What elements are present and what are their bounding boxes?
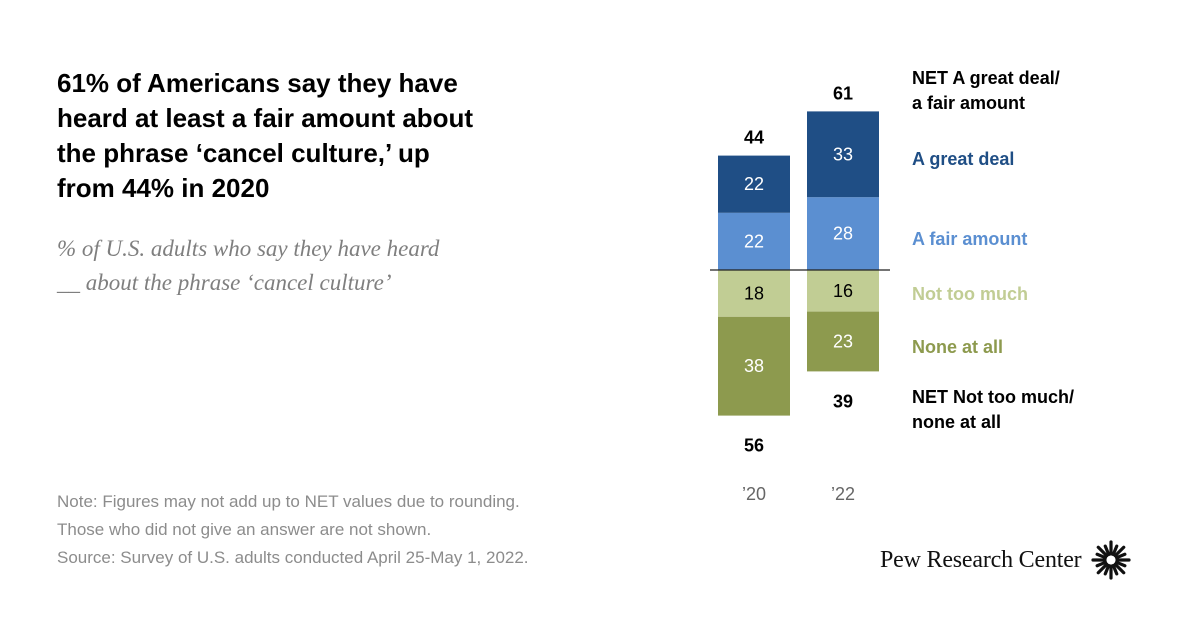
logo-ray — [1097, 562, 1109, 575]
legend-net-below: NET Not too much/none at all — [912, 387, 1074, 432]
bar-none-at-all — [718, 316, 790, 416]
pew-logo-icon — [1091, 540, 1132, 580]
logo-ray — [1096, 560, 1108, 568]
logo-ray — [1104, 563, 1111, 576]
data-label: 22 — [744, 231, 764, 251]
net-below-label: 39 — [833, 391, 853, 411]
brand: Pew Research Center — [880, 540, 1132, 580]
notes: Note: Figures may not add up to NET valu… — [57, 488, 697, 572]
logo-ray — [1114, 562, 1126, 575]
brand-name: Pew Research Center — [880, 546, 1082, 573]
bar-fair-amount — [807, 197, 879, 270]
data-label: 38 — [744, 356, 764, 376]
bar-none-at-all — [807, 311, 879, 372]
logo-ray — [1114, 545, 1126, 558]
data-label: 28 — [833, 224, 853, 244]
logo-ray — [1104, 544, 1111, 557]
legend-not-too-much: Not too much — [912, 284, 1028, 304]
chart-title: 61% of Americans say they have heard at … — [57, 68, 474, 203]
note-line: Those who did not give an answer are not… — [57, 520, 432, 539]
data-label: 16 — [833, 281, 853, 301]
chart-subtitle: % of U.S. adults who say they have heard… — [57, 236, 440, 295]
data-label: 23 — [833, 332, 853, 352]
net-above-label: 44 — [744, 128, 764, 148]
data-label: 33 — [833, 144, 853, 164]
legend-none-at-all: None at all — [912, 337, 1003, 357]
bar-great-deal — [807, 111, 879, 198]
bar-not-too-much — [807, 270, 879, 312]
x-tick-label: ’22 — [831, 484, 855, 504]
logo-ray — [1097, 545, 1109, 558]
logo-ray — [1115, 552, 1127, 560]
source-line: Source: Survey of U.S. adults conducted … — [57, 548, 529, 567]
logo-ray — [1112, 563, 1119, 576]
note-line: Note: Figures may not add up to NET valu… — [57, 492, 520, 511]
x-tick-label: ’20 — [742, 484, 766, 504]
logo-ray — [1112, 544, 1119, 557]
bar-not-too-much — [718, 270, 790, 317]
logo-ray — [1115, 560, 1127, 568]
data-label: 22 — [744, 174, 764, 194]
data-label: 18 — [744, 283, 764, 303]
net-below-label: 56 — [744, 436, 764, 456]
legend-net-above: NET A great deal/a fair amount — [912, 68, 1060, 113]
legend-great-deal: A great deal — [912, 149, 1014, 169]
logo-ray — [1096, 552, 1108, 560]
net-above-label: 61 — [833, 83, 853, 103]
legend-fair-amount: A fair amount — [912, 229, 1027, 249]
bar-great-deal — [718, 155, 790, 213]
bar-fair-amount — [718, 212, 790, 270]
